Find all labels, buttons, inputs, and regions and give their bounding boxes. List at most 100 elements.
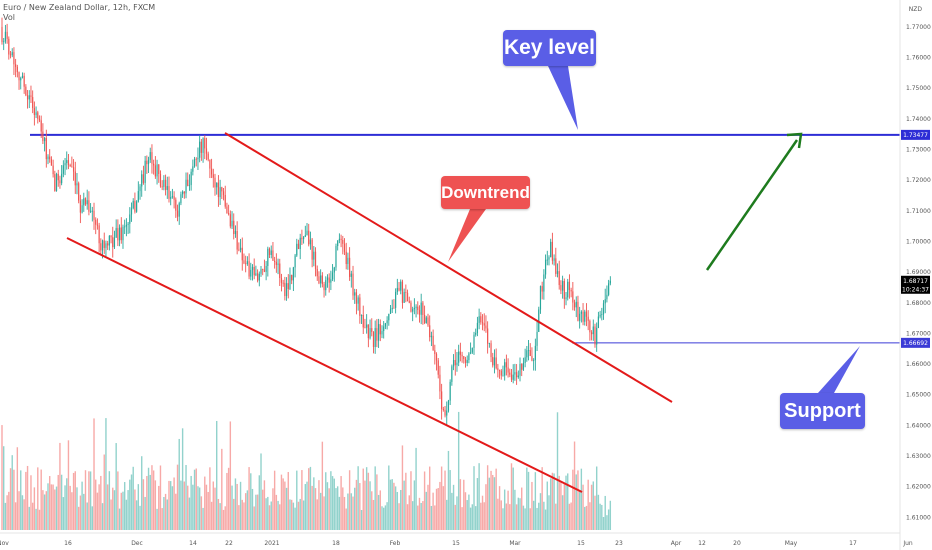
candle-body [166, 186, 168, 190]
volume-bar [451, 492, 453, 530]
candle-body [96, 224, 99, 226]
volume-bar [560, 481, 562, 530]
volume-bar [195, 468, 197, 530]
price-tick-label: 1.74000 [906, 116, 931, 123]
downtrend-upper-line[interactable] [224, 132, 673, 403]
volume-bar [113, 490, 116, 530]
volume-bar [326, 482, 329, 530]
candle-body [454, 360, 456, 366]
volume-bar [227, 467, 230, 530]
volume-bar [6, 495, 8, 530]
volume-bar [204, 476, 206, 530]
volume-bar [389, 479, 392, 530]
candle-body [376, 328, 378, 341]
volume-bar [536, 507, 538, 530]
forecast-arrow[interactable] [705, 139, 799, 271]
volume-bar [35, 508, 37, 530]
volume-bar [502, 508, 504, 530]
candle-body [441, 391, 443, 410]
candle-body [113, 237, 116, 248]
candle-body [415, 306, 417, 309]
volume-bar [348, 470, 351, 530]
volume-bar [338, 496, 341, 530]
support-badge-text: 1.66692 [903, 340, 928, 347]
support-callout-pointer [818, 346, 860, 393]
price-tick-label: 1.67000 [906, 330, 931, 337]
candle-body [485, 325, 487, 329]
volume-bar [253, 506, 255, 530]
candle-body [59, 180, 61, 184]
volume-bar [81, 481, 83, 530]
price-tick-label: 1.72000 [906, 177, 931, 184]
candle-body [197, 157, 199, 160]
volume-bar [515, 504, 518, 530]
volume-bar [275, 494, 278, 530]
candle-body [352, 273, 354, 296]
key-level-price-badge[interactable] [901, 129, 930, 140]
candle-body [517, 375, 519, 378]
volume-bar [9, 468, 12, 530]
candle-body [234, 230, 237, 235]
volume-bar [584, 506, 586, 530]
key-level-callout: Key level [503, 30, 596, 66]
volume-bar [147, 467, 150, 530]
candle-body [594, 326, 596, 345]
candle-body [442, 409, 444, 410]
price-tick-label: 1.66000 [906, 361, 931, 368]
volume-bar [567, 473, 569, 530]
candle-body [245, 263, 247, 265]
volume-bar [171, 486, 174, 530]
candle-body [572, 291, 574, 303]
candle-body [553, 258, 555, 261]
candle-body [187, 179, 189, 186]
volume-bar [406, 504, 409, 530]
volume-bar [243, 502, 245, 530]
volume-bar [582, 484, 584, 530]
candle-body [183, 191, 185, 194]
volume-bar [267, 496, 269, 530]
candle-body [507, 367, 509, 373]
candle-body [125, 224, 127, 227]
candle-body [71, 166, 73, 168]
candle-body [568, 281, 571, 290]
price-tick-label: 1.70000 [906, 238, 931, 245]
volume-bar [420, 502, 422, 530]
volume-bar [302, 500, 305, 530]
candle-body [502, 375, 504, 377]
volume-bar [548, 495, 550, 530]
candle-body [342, 240, 344, 244]
volume-bar [410, 471, 412, 530]
volume-bar [466, 500, 468, 530]
current-price-badge[interactable] [901, 275, 930, 294]
candle-body [589, 320, 591, 333]
time-tick-label: Apr [671, 540, 682, 547]
candle-body [202, 138, 204, 153]
time-tick-label: 2021 [264, 540, 279, 547]
candle-body [224, 194, 226, 207]
candle-body [585, 311, 588, 317]
volume-bar [290, 499, 293, 530]
candle-body [522, 362, 525, 370]
support-price-badge[interactable] [901, 337, 930, 348]
volume-bar [64, 485, 66, 530]
candle-body [430, 335, 433, 338]
volume-bar [527, 471, 530, 530]
candle-body [207, 153, 209, 160]
candle-body [287, 283, 289, 290]
volume-bar [95, 479, 97, 530]
candle-body [534, 345, 536, 361]
volume-bar [592, 481, 594, 530]
candle-body [66, 160, 68, 164]
volume-bar [152, 470, 155, 530]
volume-bar [509, 504, 511, 530]
downtrend-lower-line[interactable] [66, 237, 583, 493]
candle-body [543, 274, 545, 292]
volume-bar [408, 495, 410, 530]
candle-body [580, 311, 582, 314]
volume-bar [321, 441, 324, 530]
candle-body [558, 271, 560, 286]
candle-body [412, 309, 414, 312]
candle-body [238, 249, 240, 251]
time-tick-label: 17 [849, 540, 857, 547]
